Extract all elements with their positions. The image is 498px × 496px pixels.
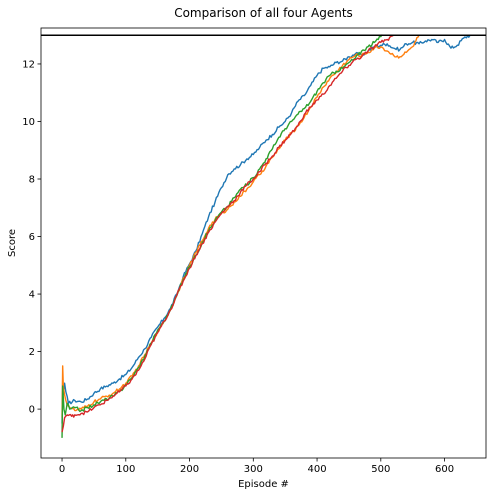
y-tick-label: 8 [29,175,35,186]
x-tick-label: 200 [180,464,199,475]
x-axis-label: Episode # [238,479,289,490]
y-tick-label: 4 [29,290,35,301]
y-axis: 0 2 4 6 8 10 12 [22,59,41,416]
x-tick-label: 600 [435,464,454,475]
x-tick-label: 300 [244,464,263,475]
series-line-1 [61,34,471,424]
x-axis: 0 100 200 300 400 500 600 [59,458,454,475]
y-tick-label: 2 [29,347,35,358]
series-line-4 [61,34,394,433]
y-axis-label: Score [7,229,18,257]
series-group [61,34,471,438]
y-tick-label: 0 [29,405,35,416]
plot-area [41,28,486,458]
y-tick-label: 12 [22,59,35,70]
y-tick-label: 6 [29,232,35,243]
plot-frame [40,27,487,459]
y-tick-label: 10 [22,117,35,128]
chart-title: Comparison of all four Agents [174,6,353,20]
x-tick-label: 100 [116,464,135,475]
series-line-2 [61,34,420,418]
x-tick-label: 400 [308,464,327,475]
x-tick-label: 0 [59,464,65,475]
x-tick-label: 500 [371,464,390,475]
